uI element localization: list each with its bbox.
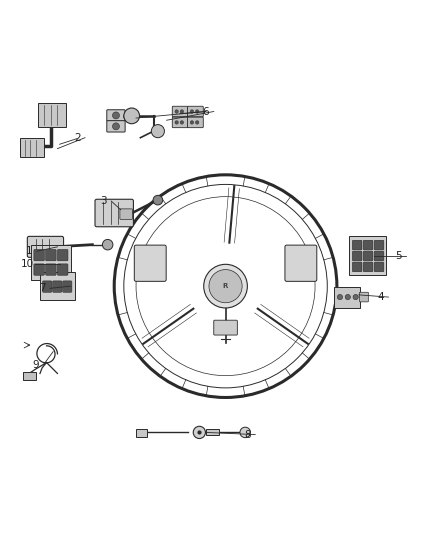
Bar <box>31 245 71 280</box>
Bar <box>349 236 386 275</box>
Circle shape <box>190 120 194 124</box>
FancyBboxPatch shape <box>353 262 362 272</box>
FancyBboxPatch shape <box>172 117 188 128</box>
Bar <box>20 138 44 157</box>
Text: 8: 8 <box>244 430 251 440</box>
Circle shape <box>204 264 247 308</box>
Circle shape <box>113 112 120 119</box>
FancyBboxPatch shape <box>53 281 62 292</box>
Bar <box>206 429 219 435</box>
Circle shape <box>209 270 242 303</box>
Circle shape <box>195 110 199 113</box>
Bar <box>22 372 35 380</box>
Text: 9: 9 <box>32 360 39 370</box>
Circle shape <box>124 108 140 124</box>
Bar <box>38 103 66 127</box>
FancyBboxPatch shape <box>363 262 373 272</box>
FancyBboxPatch shape <box>187 117 203 128</box>
FancyBboxPatch shape <box>374 262 384 272</box>
Circle shape <box>190 110 194 113</box>
FancyBboxPatch shape <box>63 281 72 292</box>
FancyBboxPatch shape <box>214 320 237 335</box>
Circle shape <box>175 110 178 113</box>
Circle shape <box>102 239 113 250</box>
Bar <box>40 272 75 300</box>
Circle shape <box>195 120 199 124</box>
FancyBboxPatch shape <box>120 209 133 220</box>
FancyBboxPatch shape <box>34 264 44 275</box>
Text: 3: 3 <box>100 196 106 206</box>
Text: 2: 2 <box>74 133 81 143</box>
Circle shape <box>175 120 178 124</box>
Text: 1: 1 <box>26 246 32 256</box>
FancyBboxPatch shape <box>363 251 373 261</box>
FancyBboxPatch shape <box>107 110 125 121</box>
FancyBboxPatch shape <box>34 249 44 261</box>
Text: 6: 6 <box>203 107 209 117</box>
Circle shape <box>337 294 343 300</box>
Circle shape <box>151 125 164 138</box>
Circle shape <box>180 110 184 113</box>
Text: 7: 7 <box>39 284 46 293</box>
Text: 10: 10 <box>20 260 33 269</box>
Text: 4: 4 <box>377 292 384 302</box>
Circle shape <box>113 123 120 130</box>
Bar <box>334 287 360 308</box>
FancyBboxPatch shape <box>46 249 56 261</box>
FancyBboxPatch shape <box>57 264 68 275</box>
FancyBboxPatch shape <box>360 292 368 302</box>
Bar <box>136 429 147 437</box>
FancyBboxPatch shape <box>187 106 203 117</box>
Circle shape <box>353 294 358 300</box>
FancyBboxPatch shape <box>172 106 188 117</box>
FancyBboxPatch shape <box>46 264 56 275</box>
Circle shape <box>153 195 162 205</box>
FancyBboxPatch shape <box>134 245 166 281</box>
Circle shape <box>345 294 350 300</box>
FancyBboxPatch shape <box>95 199 134 227</box>
Text: 5: 5 <box>395 251 401 261</box>
FancyBboxPatch shape <box>353 251 362 261</box>
FancyBboxPatch shape <box>374 240 384 250</box>
Circle shape <box>180 120 184 124</box>
Circle shape <box>240 427 251 438</box>
FancyBboxPatch shape <box>363 240 373 250</box>
FancyBboxPatch shape <box>42 281 52 292</box>
Circle shape <box>193 426 205 439</box>
Text: R: R <box>223 283 228 289</box>
FancyBboxPatch shape <box>27 236 64 257</box>
FancyBboxPatch shape <box>107 120 125 132</box>
FancyBboxPatch shape <box>285 245 317 281</box>
FancyBboxPatch shape <box>374 251 384 261</box>
FancyBboxPatch shape <box>353 240 362 250</box>
FancyBboxPatch shape <box>57 249 68 261</box>
